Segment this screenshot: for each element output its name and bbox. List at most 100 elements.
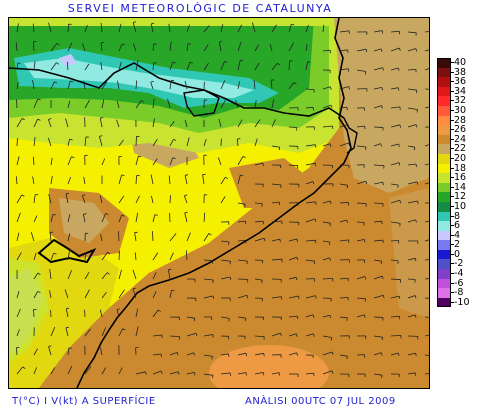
legend-label: 40 [454,57,467,68]
wind-barb-feather [329,86,332,90]
legend-entry: 4 [437,229,485,241]
temperature-zone-top-strip [9,18,429,26]
wind-barb-feather [70,80,74,83]
wind-barb [83,214,86,223]
wind-barb [271,296,282,299]
wind-barb [16,329,20,337]
wind-barb-feather [172,157,176,160]
wind-barb [33,194,36,204]
wind-barb [167,98,171,109]
wind-barb [339,183,348,186]
legend-tick [451,244,454,246]
wind-barb-feather [347,124,350,128]
ebro-delta [37,238,97,264]
wind-barb [33,272,39,280]
wind-barb-feather [193,318,196,322]
wind-barb-feather [330,337,333,341]
wind-barb [101,81,108,90]
wind-barb-feather [277,62,280,66]
wind-barb [390,162,400,166]
legend-label: -4 [454,268,464,280]
wind-barb [322,314,331,318]
wind-barb [407,145,415,148]
wind-barb [390,87,399,90]
wind-barb-feather [346,356,348,360]
wind-barb-feather [364,276,367,280]
wind-barb-feather [313,333,315,337]
wind-barb [271,24,277,33]
wind-barb [390,30,400,33]
legend-tick [451,62,454,63]
wind-barb [305,88,315,90]
wind-barb [305,61,308,71]
wind-barb [339,316,348,319]
wind-barb [305,218,316,223]
wind-barb [50,253,55,261]
wind-barb [220,316,230,319]
wind-barb [271,119,276,128]
wind-barb-feather [65,192,70,195]
wind-barb-feather [122,43,126,46]
legend-entry: -6 [437,278,485,289]
legend-tick [451,119,454,121]
wind-barb [186,332,197,337]
wind-barb [407,219,416,223]
wind-barb [305,333,314,337]
wind-barb [305,372,314,375]
wind-barb [237,316,246,319]
legend-label: 4 [454,229,461,241]
wind-barb [322,200,331,204]
wind-barb [407,163,417,166]
wind-barb [390,106,400,109]
legend-entry: 16 [437,172,485,183]
wind-barb-feather [315,295,317,299]
wind-barb [356,180,367,185]
legend-entry: 22 [437,143,485,154]
wind-barb [186,62,191,71]
wind-barb [186,24,191,33]
wind-barb [50,214,54,223]
wind-barb [50,157,53,166]
wind-barb [322,24,325,33]
wind-barb-feather [37,290,41,294]
wind-barb [169,371,179,375]
wind-barb [16,194,23,204]
wind-barb [390,143,399,147]
wind-barb [168,23,171,33]
legend-label: 38 [454,66,467,78]
wind-barb [373,373,383,376]
wind-barb-feather [312,314,315,318]
wind-barb [32,80,35,90]
wind-barb [288,82,295,90]
wind-barb [84,328,91,337]
wind-barb [134,252,137,261]
wind-barb-feather [280,332,282,337]
wind-barb-feather [382,295,385,299]
legend-entry: -4 [437,268,485,280]
wind-barb [169,41,172,52]
legend-label: -8 [454,287,464,299]
wind-barb [271,99,275,109]
wind-barb-feather [172,61,176,64]
wind-barb [322,335,332,338]
wind-barb [169,252,174,261]
wind-barb-feather [398,143,400,148]
legend-label: 8 [454,210,461,222]
wind-barb [356,239,365,242]
wind-barb [220,196,226,204]
wind-barb-feather [307,61,311,63]
wind-barb [373,352,382,356]
wind-barb [305,314,314,318]
wind-barb [203,278,214,281]
wind-barb-feather [150,80,154,83]
wind-barb [322,278,333,280]
wind-barb [305,144,316,147]
wind-barb-feather [314,218,317,222]
wind-barb-feather [141,100,145,103]
wind-barb [169,157,174,166]
wind-barb [218,118,222,128]
wind-barb [117,80,120,90]
wind-barb [220,100,226,109]
wind-barb [65,327,69,337]
wind-barb [152,334,162,337]
